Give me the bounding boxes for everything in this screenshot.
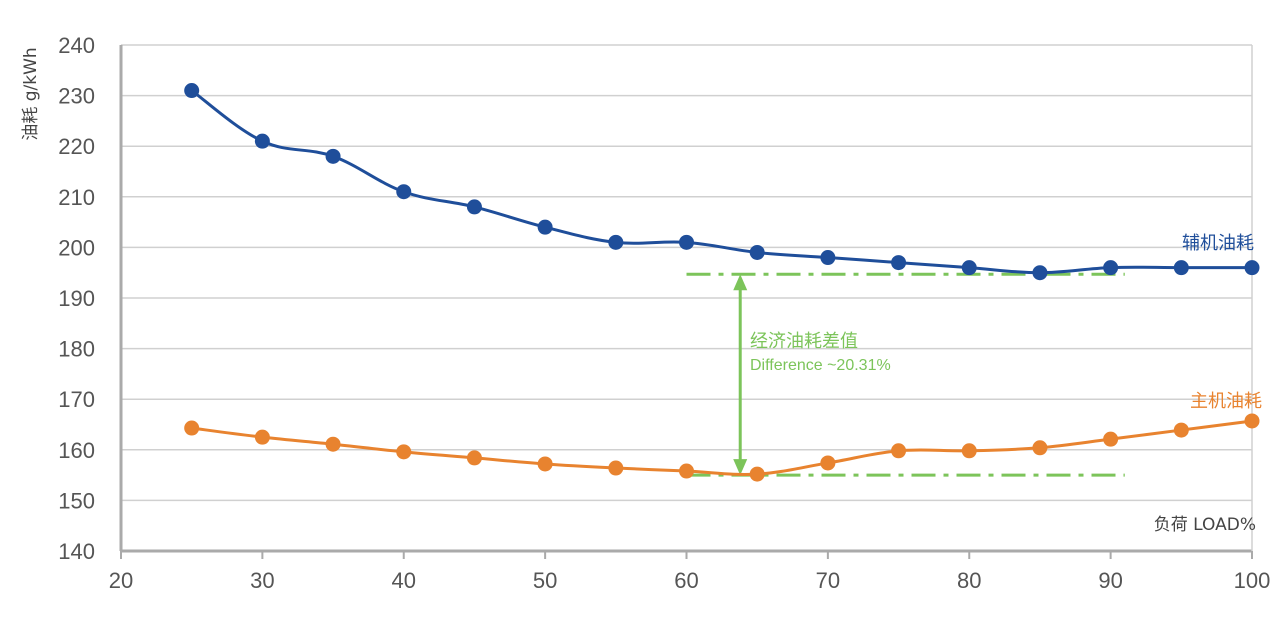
data-point bbox=[749, 466, 765, 482]
x-tick-labels: 20 30 40 50 60 70 80 90 100 bbox=[109, 568, 1271, 593]
data-point bbox=[254, 133, 270, 149]
data-point bbox=[1103, 431, 1119, 447]
data-point bbox=[537, 219, 553, 235]
x-axis-label: 负荷 LOAD% bbox=[1154, 515, 1256, 535]
data-point bbox=[254, 429, 270, 445]
y-tick-label: 170 bbox=[58, 387, 95, 412]
data-point bbox=[891, 443, 907, 459]
y-tick-label: 140 bbox=[58, 539, 95, 564]
data-point bbox=[1244, 260, 1260, 276]
y-tick-label: 190 bbox=[58, 286, 95, 311]
data-point bbox=[184, 83, 200, 99]
y-tick-label: 240 bbox=[58, 33, 95, 58]
y-tick-label: 160 bbox=[58, 438, 95, 463]
data-point bbox=[679, 234, 694, 250]
series-label-auxiliary: 辅机油耗 bbox=[1182, 233, 1254, 254]
data-point bbox=[396, 444, 412, 460]
data-point bbox=[961, 443, 977, 459]
data-point bbox=[1032, 440, 1048, 456]
data-point bbox=[608, 234, 624, 250]
series bbox=[184, 83, 1260, 482]
arrow-up-icon bbox=[733, 274, 748, 291]
data-point bbox=[537, 456, 553, 472]
y-tick-label: 210 bbox=[58, 185, 95, 210]
series-label-main: 主机油耗 bbox=[1190, 391, 1262, 412]
annotation-label-en: Difference ~20.31% bbox=[750, 357, 891, 374]
x-tick-label: 20 bbox=[109, 568, 133, 593]
grid bbox=[121, 44, 1252, 502]
x-tick-label: 70 bbox=[816, 568, 840, 593]
series-line bbox=[190, 89, 1252, 275]
axes bbox=[119, 45, 1253, 559]
data-point bbox=[466, 450, 482, 466]
y-tick-label: 230 bbox=[58, 84, 95, 109]
y-tick-label: 150 bbox=[58, 488, 95, 513]
annotation-label-cn: 经济油耗差值 bbox=[750, 331, 858, 352]
y-tick-label: 180 bbox=[58, 337, 95, 362]
x-tick-label: 30 bbox=[250, 568, 274, 593]
data-point bbox=[1173, 260, 1189, 276]
arrow-down-icon bbox=[733, 459, 748, 476]
data-point bbox=[679, 463, 694, 479]
data-point bbox=[749, 244, 765, 260]
x-tick-label: 100 bbox=[1234, 568, 1271, 593]
x-tick-label: 90 bbox=[1098, 568, 1122, 593]
data-point bbox=[325, 436, 341, 452]
data-point bbox=[396, 184, 412, 200]
x-tick-label: 60 bbox=[674, 568, 698, 593]
x-tick-label: 40 bbox=[392, 568, 416, 593]
data-point bbox=[1173, 422, 1189, 438]
data-point bbox=[820, 455, 836, 471]
data-point bbox=[466, 199, 482, 215]
data-point bbox=[184, 420, 200, 436]
x-tick-label: 80 bbox=[957, 568, 981, 593]
data-point bbox=[325, 148, 341, 164]
y-tick-label: 200 bbox=[58, 235, 95, 260]
data-point bbox=[820, 250, 836, 266]
data-point bbox=[961, 260, 977, 276]
series-line bbox=[191, 419, 1253, 476]
data-point bbox=[608, 460, 624, 476]
data-point bbox=[1244, 413, 1260, 429]
x-tick-label: 50 bbox=[533, 568, 557, 593]
difference-annotation bbox=[686, 272, 1125, 477]
data-point bbox=[1103, 260, 1119, 276]
y-axis-label: 油耗 g/kWh bbox=[21, 47, 41, 140]
data-point bbox=[1032, 265, 1048, 281]
y-tick-label: 220 bbox=[58, 134, 95, 159]
data-point bbox=[891, 255, 907, 271]
y-tick-labels: 140 150 160 170 180 190 200 210 220 230 240 bbox=[58, 33, 95, 564]
